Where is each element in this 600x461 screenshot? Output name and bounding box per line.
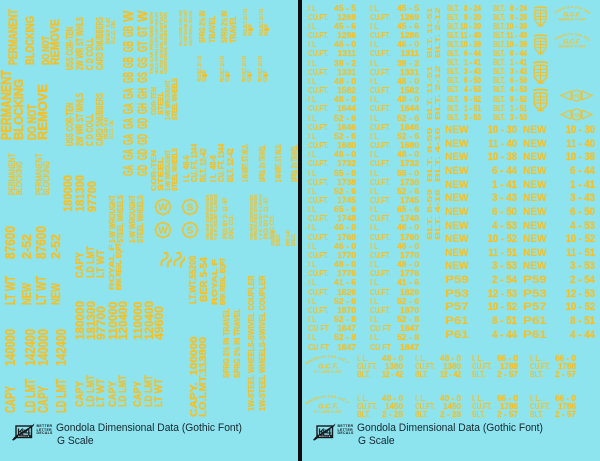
svg-text:S: S [186,226,193,237]
svg-text:S: S [186,202,193,213]
svg-text:G.C.F.: G.C.F. [563,39,580,45]
svg-text:G.C.F.: G.C.F. [563,13,580,19]
svg-text:KSD: KSD [571,93,581,98]
svg-text:G.C.F.: G.C.F. [318,404,338,411]
svg-text:BERWICK PLANT: BERWICK PLANT [559,18,586,22]
svg-text:BERWICK PLANT: BERWICK PLANT [559,44,586,48]
svg-text:ST LOUIS PLANT: ST LOUIS PLANT [314,410,343,414]
svg-text:G.C.F.: G.C.F. [318,364,338,371]
svg-text:AMERICA: AMERICA [319,435,331,438]
svg-text:W: W [158,202,168,213]
svg-text:4: 4 [326,427,331,437]
svg-text:K: K [17,427,24,437]
svg-text:ST LOUIS PLANT: ST LOUIS PLANT [314,370,343,374]
svg-text:KSD: KSD [571,112,581,117]
svg-text:4: 4 [25,427,30,437]
svg-text:K: K [318,427,325,437]
svg-text:W: W [158,226,168,237]
svg-text:AMERICA: AMERICA [18,435,30,438]
